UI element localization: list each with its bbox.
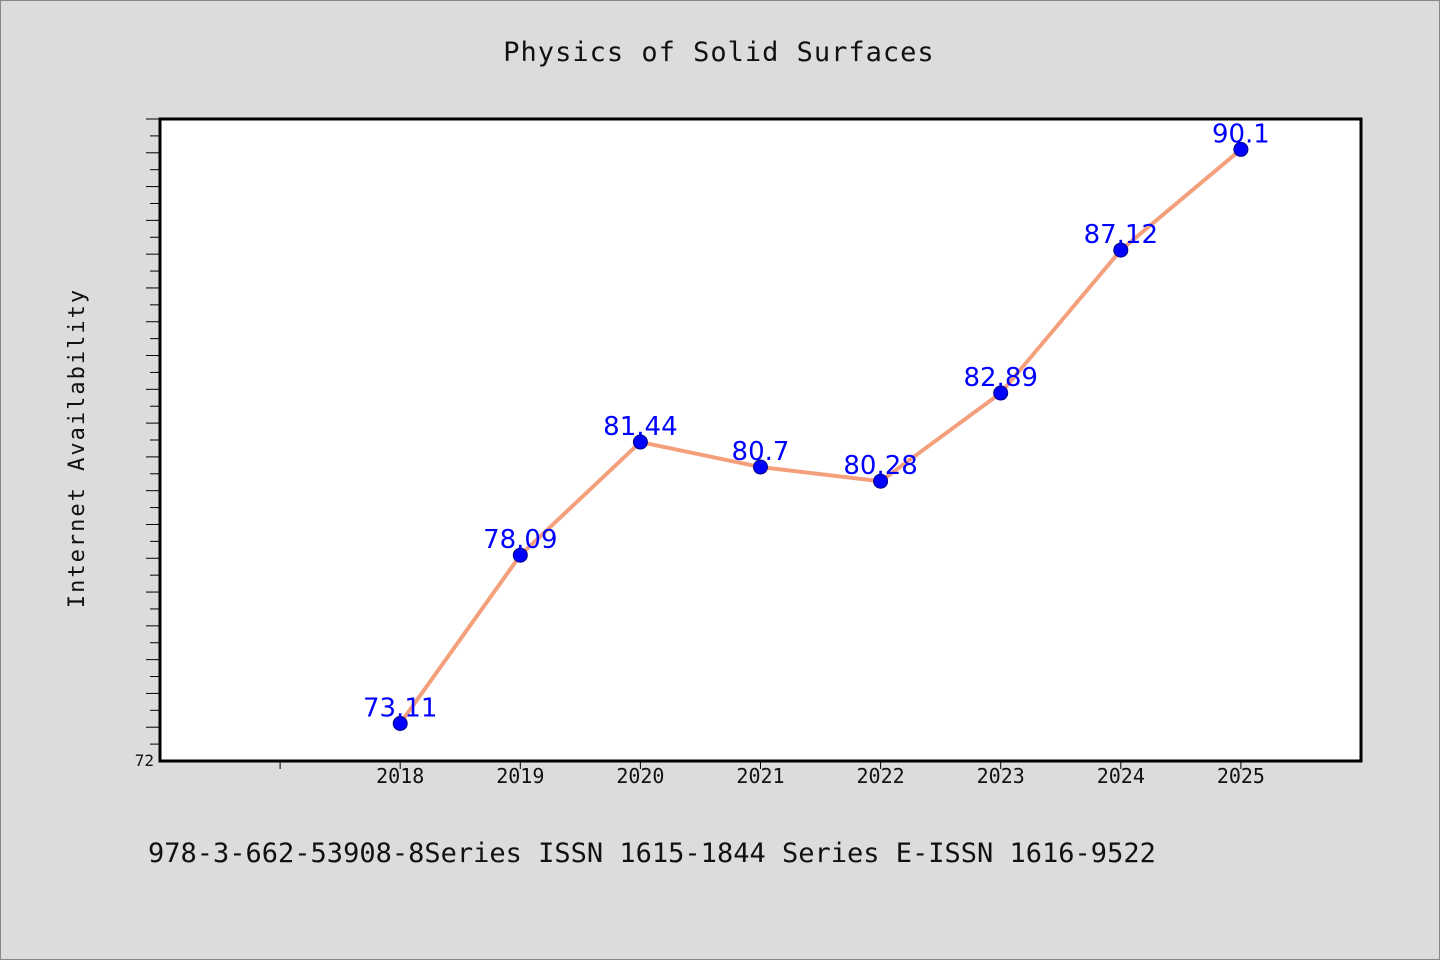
data-label: 82.89 <box>963 363 1037 393</box>
data-point <box>392 715 408 731</box>
data-label: 81.44 <box>603 412 677 442</box>
y-tick-label: 72 <box>135 751 154 770</box>
x-tick-label: 2019 <box>496 764 544 788</box>
series-line <box>398 147 1243 725</box>
x-tick-label: 2018 <box>376 764 424 788</box>
data-point <box>512 547 528 563</box>
y-axis-ticks: 72 <box>135 118 160 770</box>
x-tick-label: 2020 <box>616 764 664 788</box>
data-label: 80.7 <box>732 437 790 467</box>
x-axis-ticks: 2018 2019 2020 2021 2022 2023 2024 2025 <box>279 761 1265 788</box>
x-tick-label: 2024 <box>1097 764 1145 788</box>
caption-text: 978-3-662-53908-8Series ISSN 1615-1844 S… <box>148 838 1156 869</box>
data-labels: 73.11 78.09 81.44 80.7 80.28 82.89 87.12 90.1 <box>363 119 1270 723</box>
data-label: 80.28 <box>843 451 917 481</box>
data-label: 78.09 <box>483 525 557 555</box>
data-point <box>1233 141 1249 157</box>
data-point <box>632 434 648 450</box>
chart-title: Physics of Solid Surfaces <box>503 37 934 68</box>
data-label: 73.11 <box>363 693 437 723</box>
x-tick-label: 2025 <box>1217 764 1265 788</box>
data-label: 87.12 <box>1084 220 1158 250</box>
y-axis-label: Internet Availability <box>65 288 90 608</box>
series-line-group <box>398 147 1243 725</box>
data-points <box>392 141 1249 731</box>
x-tick-label: 2022 <box>857 764 905 788</box>
x-tick-label: 2023 <box>977 764 1025 788</box>
x-tick-label: 2021 <box>736 764 784 788</box>
data-point <box>753 459 768 475</box>
plot-area <box>158 117 1363 763</box>
data-point <box>993 385 1009 401</box>
data-label: 90.1 <box>1212 119 1270 149</box>
data-point <box>1113 242 1129 258</box>
data-point <box>873 473 889 489</box>
